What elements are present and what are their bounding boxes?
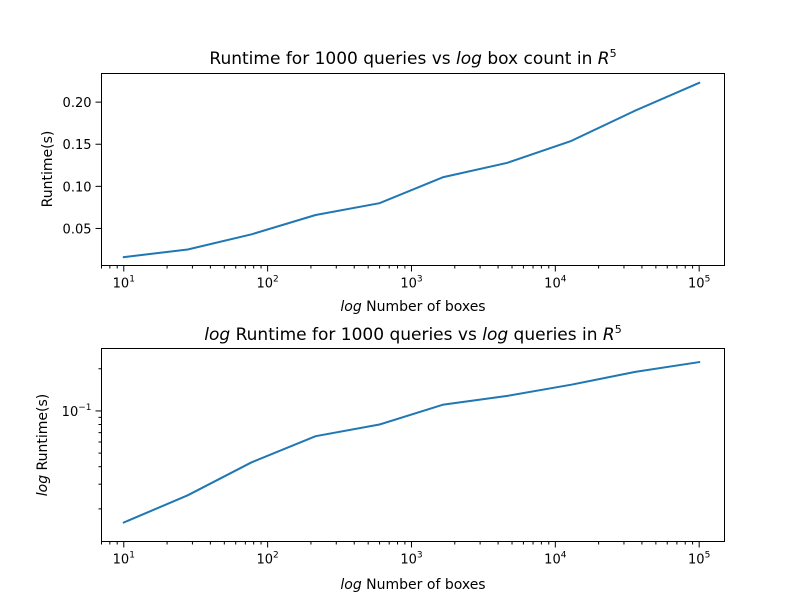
chart1-ytick-label: 0.10 — [63, 180, 92, 195]
chart2-xlabel: log Number of boxes — [340, 577, 485, 593]
chart1-xtick-label: 102 — [256, 275, 278, 292]
chart-runtime-linear: Runtime for 1000 queries vs log box coun… — [40, 47, 725, 315]
chart2-xtick-label: 103 — [400, 551, 422, 568]
chart2-xtick-label: 101 — [113, 551, 135, 568]
chart1-ytick-label: 0.05 — [63, 222, 92, 237]
chart1-xlabel: log Number of boxes — [340, 299, 485, 315]
chart1-x-axis: 101 102 103 104 105 — [101, 265, 710, 292]
chart2-series-line — [122, 360, 701, 524]
chart2-xtick-label: 102 — [256, 551, 278, 568]
chart2-xtick-label: 104 — [544, 551, 567, 568]
chart2-ylabel: log Runtime(s) — [35, 394, 51, 497]
chart2-plot-frame — [101, 348, 725, 542]
chart2-ytick-label: 10−1 — [62, 403, 92, 420]
chart2-xtick-label: 105 — [688, 551, 710, 568]
chart1-y-axis: 0.05 0.10 0.15 0.20 — [63, 96, 102, 237]
chart1-title: Runtime for 1000 queries vs log box coun… — [209, 47, 616, 69]
chart1-ytick-label: 0.20 — [63, 96, 92, 111]
chart1-plot-frame — [101, 73, 725, 266]
chart2-x-axis: 101 102 103 104 105 — [101, 541, 710, 568]
chart1-ylabel: Runtime(s) — [40, 131, 56, 208]
chart1-ytick-label: 0.15 — [63, 138, 92, 153]
chart1-xtick-label: 103 — [400, 275, 422, 292]
chart2-y-axis: 10−1 — [62, 368, 102, 510]
chart2-title: log Runtime for 1000 queries vs log quer… — [204, 323, 621, 345]
chart1-xtick-label: 104 — [544, 275, 567, 292]
chart1-xtick-label: 101 — [113, 275, 135, 292]
chart1-xtick-label: 105 — [688, 275, 710, 292]
chart-runtime-log: log Runtime for 1000 queries vs log quer… — [35, 323, 725, 593]
chart1-series-line — [122, 81, 701, 259]
